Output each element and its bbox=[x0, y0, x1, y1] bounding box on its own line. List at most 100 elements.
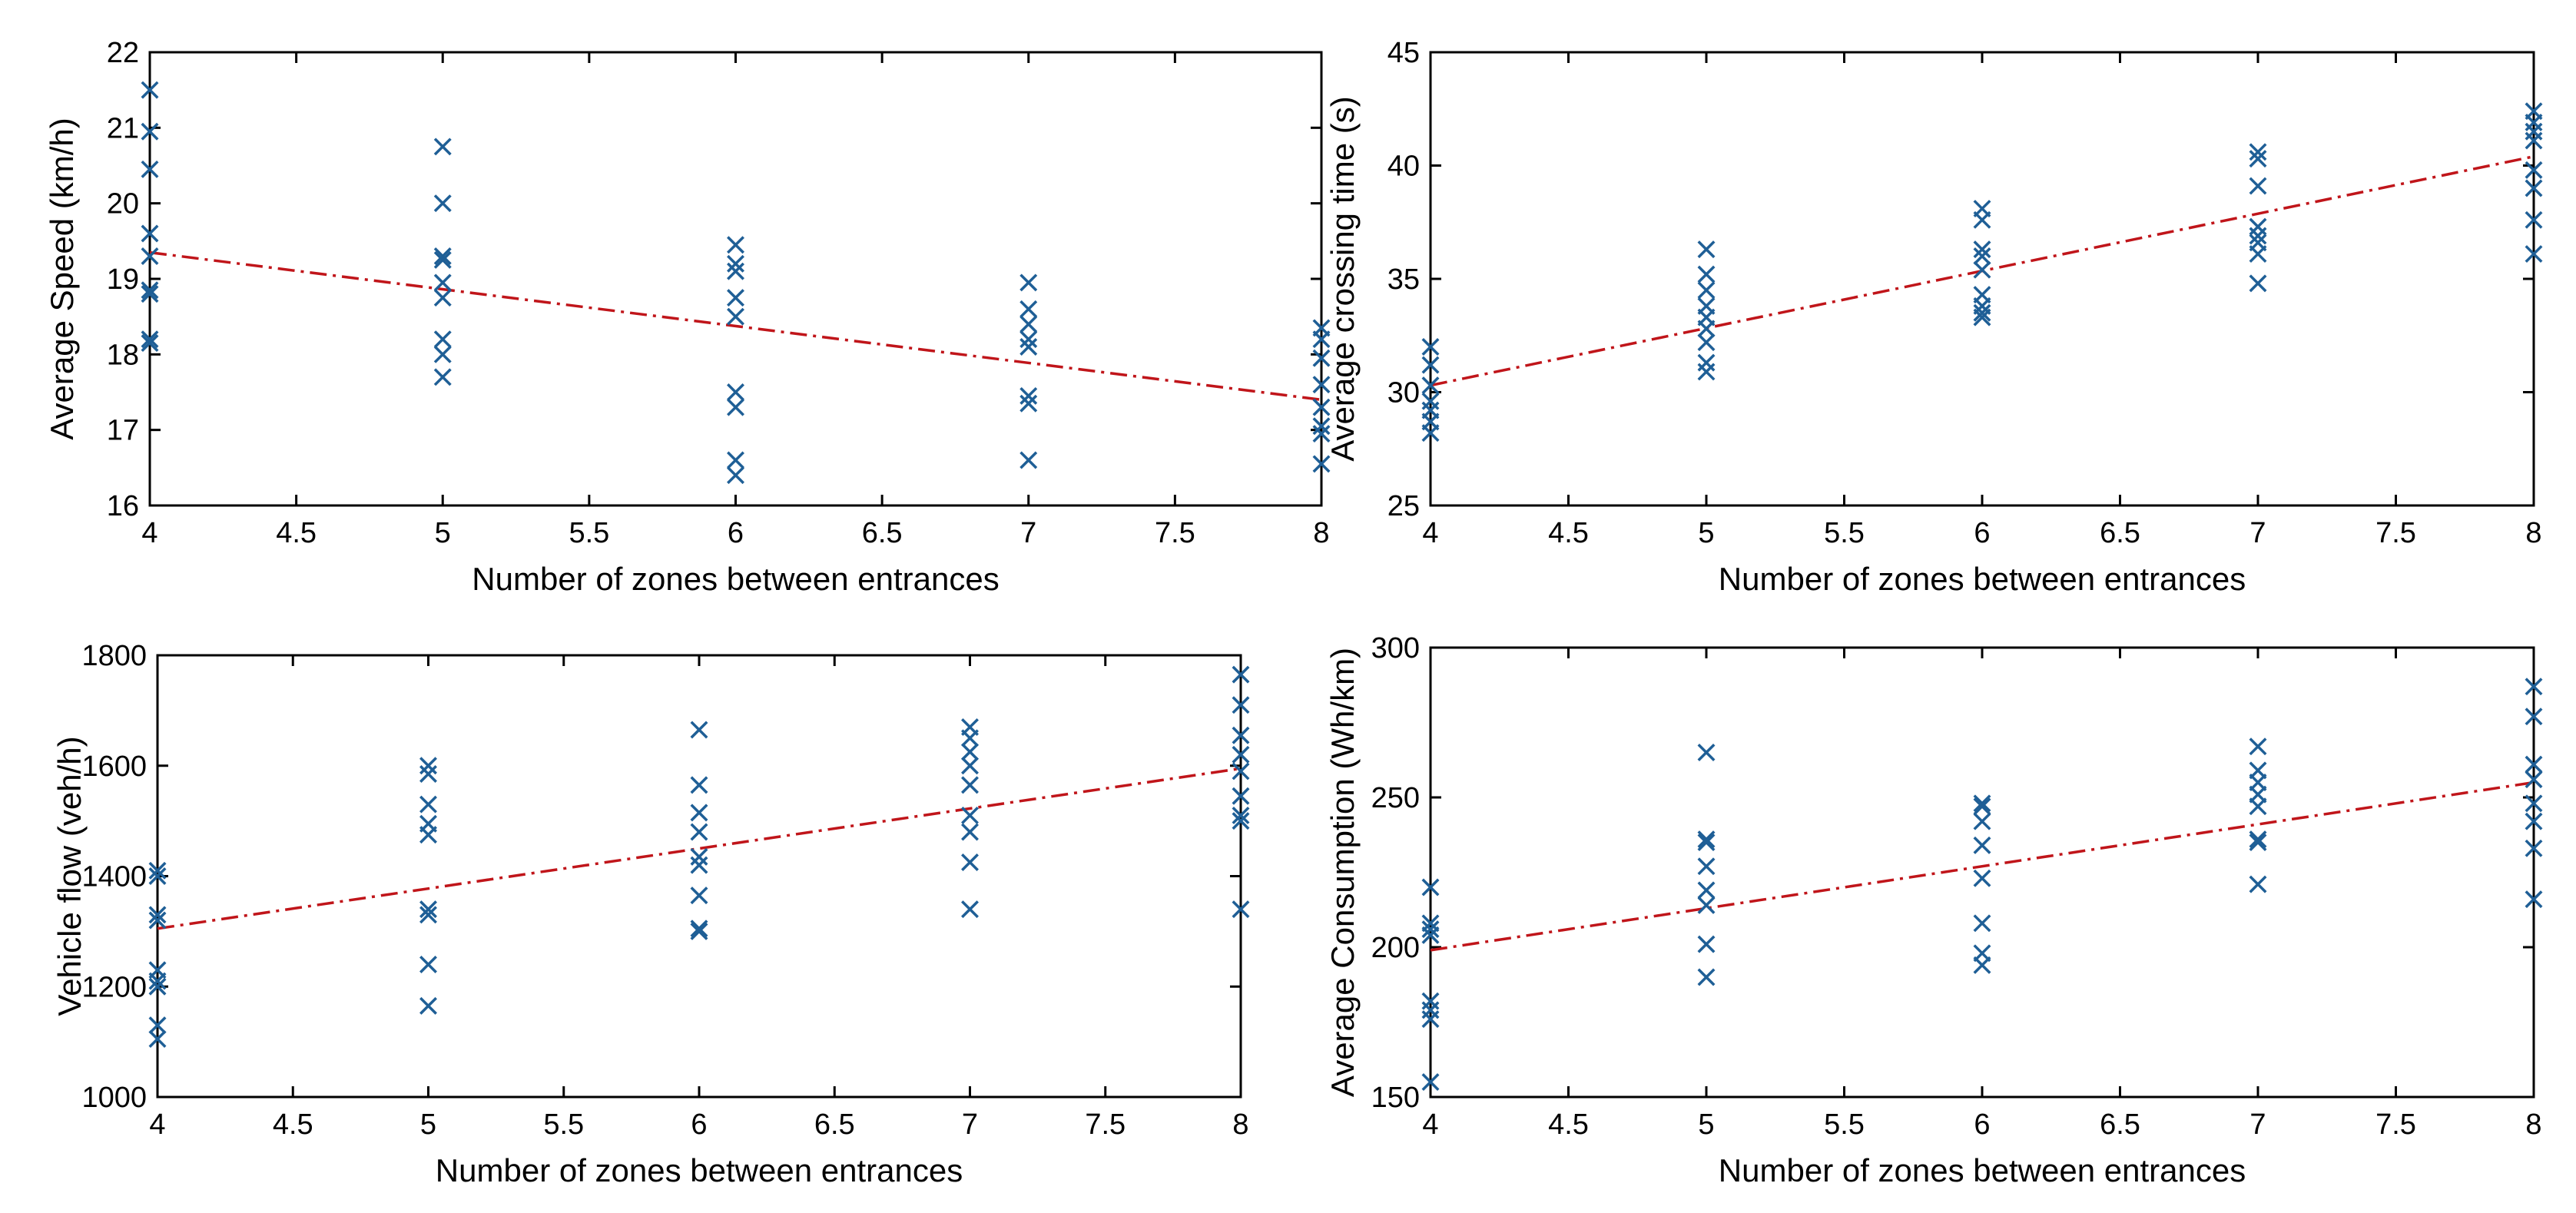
data-point bbox=[148, 867, 167, 885]
data-point bbox=[2525, 794, 2543, 813]
data-point bbox=[433, 138, 452, 156]
data-point bbox=[2525, 839, 2543, 857]
data-point bbox=[1232, 726, 1250, 744]
x-tick-label: 4 bbox=[1422, 1109, 1438, 1141]
data-point bbox=[1019, 300, 1038, 318]
data-point bbox=[433, 247, 452, 265]
x-tick-label: 5 bbox=[1698, 517, 1714, 549]
data-point bbox=[2249, 274, 2267, 293]
x-tick-label: 7.5 bbox=[2375, 1109, 2416, 1141]
x-axis-title: Number of zones between entrances bbox=[1719, 561, 2246, 597]
data-point bbox=[1019, 451, 1038, 469]
data-point bbox=[419, 906, 437, 924]
data-point bbox=[2249, 177, 2267, 195]
data-point bbox=[1232, 787, 1250, 805]
data-point bbox=[141, 285, 159, 303]
x-tick-label: 4 bbox=[149, 1109, 165, 1141]
data-point bbox=[2525, 708, 2543, 726]
y-tick-label: 45 bbox=[1387, 37, 1420, 69]
trend-line bbox=[1430, 780, 2535, 952]
data-point bbox=[1312, 455, 1331, 473]
data-point bbox=[1973, 260, 1991, 279]
chart-consumption: 4 4.5 5 5.5 6 6.5 7 7.5 8 150 200 250 300 Number of z… bbox=[1324, 632, 2543, 1188]
data-point bbox=[961, 776, 979, 794]
y-tick-label: 300 bbox=[1371, 632, 1420, 664]
data-point bbox=[1697, 968, 1716, 986]
data-point bbox=[1421, 920, 1440, 939]
x-tick-label: 5.5 bbox=[569, 517, 609, 549]
data-point bbox=[2525, 210, 2543, 229]
x-axis-title: Number of zones between entrances bbox=[472, 561, 999, 597]
data-point bbox=[1973, 286, 1991, 304]
data-point bbox=[1312, 349, 1331, 367]
data-point bbox=[419, 956, 437, 973]
data-point bbox=[148, 1016, 167, 1035]
data-point bbox=[727, 236, 744, 254]
y-tick-label: 1600 bbox=[81, 751, 147, 783]
data-point bbox=[1421, 424, 1440, 442]
x-tick-label: 4 bbox=[141, 517, 157, 549]
data-point bbox=[1697, 881, 1716, 900]
data-point bbox=[2249, 797, 2267, 816]
data-point bbox=[1973, 794, 1991, 813]
x-tick-label: 6 bbox=[691, 1109, 707, 1141]
data-point bbox=[961, 900, 979, 919]
data-point bbox=[2525, 131, 2543, 150]
data-point bbox=[2249, 234, 2267, 252]
y-tick-label: 21 bbox=[107, 112, 139, 144]
data-point bbox=[1019, 273, 1038, 292]
y-tick-label: 17 bbox=[107, 415, 139, 447]
x-tick-label: 4.5 bbox=[1548, 517, 1589, 549]
data-point bbox=[1973, 308, 1991, 326]
data-point bbox=[727, 289, 744, 307]
data-point bbox=[419, 826, 437, 844]
data-point bbox=[2249, 737, 2267, 756]
data-point bbox=[2249, 245, 2267, 263]
data-point bbox=[1697, 333, 1716, 352]
data-point bbox=[690, 856, 708, 874]
x-tick-label: 5.5 bbox=[543, 1109, 584, 1141]
data-point bbox=[1421, 356, 1440, 374]
data-point bbox=[1697, 896, 1716, 914]
data-point bbox=[419, 996, 437, 1015]
data-point bbox=[1312, 425, 1331, 443]
data-point bbox=[1421, 878, 1440, 896]
data-point bbox=[1421, 413, 1440, 431]
data-point bbox=[1697, 281, 1716, 300]
data-point bbox=[433, 273, 452, 292]
y-axis-title: Average Consumption (Wh/km) bbox=[1324, 648, 1361, 1097]
x-tick-label: 6 bbox=[1974, 517, 1990, 549]
y-tick-label: 25 bbox=[1387, 490, 1420, 522]
data-point bbox=[2525, 812, 2543, 830]
y-tick-label: 35 bbox=[1387, 263, 1420, 296]
data-point bbox=[1232, 900, 1250, 919]
data-point bbox=[1421, 1073, 1440, 1091]
data-point bbox=[2249, 774, 2267, 791]
data-point bbox=[2249, 150, 2267, 168]
data-point bbox=[727, 398, 744, 416]
data-point bbox=[1973, 247, 1991, 265]
x-tick-label: 4 bbox=[1422, 517, 1438, 549]
data-point bbox=[2525, 890, 2543, 909]
data-point bbox=[1421, 926, 1440, 944]
x-tick-label: 4.5 bbox=[1548, 1109, 1589, 1141]
x-tick-label: 8 bbox=[1232, 1109, 1248, 1141]
data-point bbox=[1697, 830, 1716, 849]
data-point bbox=[141, 330, 159, 349]
x-axis-title: Number of zones between entrances bbox=[1719, 1152, 2246, 1188]
data-point bbox=[2525, 755, 2543, 774]
data-point bbox=[690, 920, 708, 938]
data-point bbox=[961, 757, 979, 775]
data-point bbox=[2249, 830, 2267, 849]
data-point bbox=[727, 451, 744, 469]
y-tick-label: 40 bbox=[1387, 151, 1420, 183]
data-point bbox=[419, 795, 437, 814]
data-point bbox=[433, 368, 452, 386]
y-tick-label: 1400 bbox=[81, 861, 147, 893]
trend-line bbox=[149, 250, 1322, 402]
data-point bbox=[1697, 857, 1716, 876]
x-tick-label: 7 bbox=[962, 1109, 978, 1141]
data-point bbox=[1232, 762, 1250, 780]
